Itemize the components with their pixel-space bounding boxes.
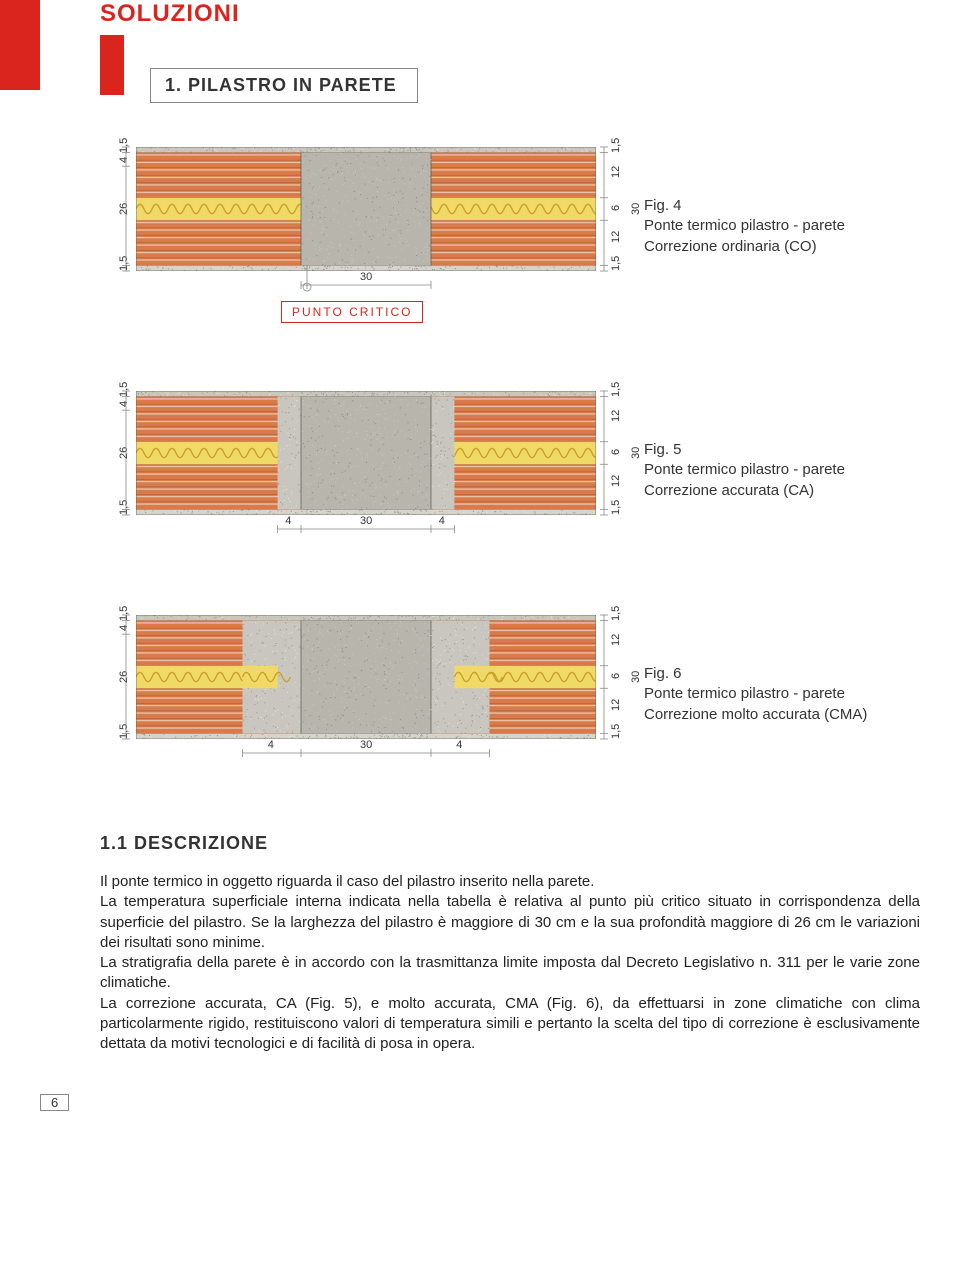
accent-tab — [100, 35, 124, 95]
punto-critico-label: PUNTO CRITICO — [281, 301, 423, 323]
accent-bar — [0, 0, 40, 90]
figure-caption-line: Ponte termico pilastro - parete — [644, 460, 845, 480]
figure-label: Fig. 6 — [644, 664, 867, 684]
dimension-label: 30 — [630, 203, 642, 215]
page-title: SOLUZIONI — [100, 0, 920, 28]
figure-caption: Fig. 5Ponte termico pilastro - pareteCor… — [644, 385, 845, 501]
figure-caption-line: Correzione ordinaria (CO) — [644, 237, 845, 257]
section-heading: 1.1 DESCRIZIONE — [100, 833, 920, 854]
figure-label: Fig. 4 — [644, 196, 845, 216]
figure-row: 1,54261,51,5126121,53030PUNTO CRITICOFig… — [100, 141, 920, 335]
figure-caption-line: Ponte termico pilastro - parete — [644, 684, 867, 704]
figure-row: 1,54261,51,5126121,5304304Fig. 6Ponte te… — [100, 609, 920, 783]
paragraph: Il ponte termico in oggetto riguarda il … — [100, 872, 920, 892]
wall-section-diagram: 1,54261,51,5126121,5304304 — [100, 609, 620, 783]
figure-caption: Fig. 6Ponte termico pilastro - pareteCor… — [644, 609, 867, 725]
dimension-label: 30 — [630, 671, 642, 683]
page-number: 6 — [40, 1094, 69, 1111]
figure-caption-line: Ponte termico pilastro - parete — [644, 216, 845, 236]
wall-section-diagram: 1,54261,51,5126121,53030PUNTO CRITICO — [100, 141, 620, 335]
body-text: Il ponte termico in oggetto riguarda il … — [100, 872, 920, 1054]
figure-label: Fig. 5 — [644, 440, 845, 460]
figure-caption: Fig. 4Ponte termico pilastro - pareteCor… — [644, 141, 845, 257]
dimension-label: 30 — [630, 447, 642, 459]
paragraph: La correzione accurata, CA (Fig. 5), e m… — [100, 994, 920, 1055]
figure-caption-line: Correzione molto accurata (CMA) — [644, 705, 867, 725]
figure-row: 1,54261,51,5126121,5304304Fig. 5Ponte te… — [100, 385, 920, 559]
section-subtitle: 1. PILASTRO IN PARETE — [150, 68, 418, 103]
figure-caption-line: Correzione accurata (CA) — [644, 481, 845, 501]
paragraph: La temperatura superficiale interna indi… — [100, 892, 920, 953]
wall-section-diagram: 1,54261,51,5126121,5304304 — [100, 385, 620, 559]
paragraph: La stratigrafia della parete è in accord… — [100, 953, 920, 994]
